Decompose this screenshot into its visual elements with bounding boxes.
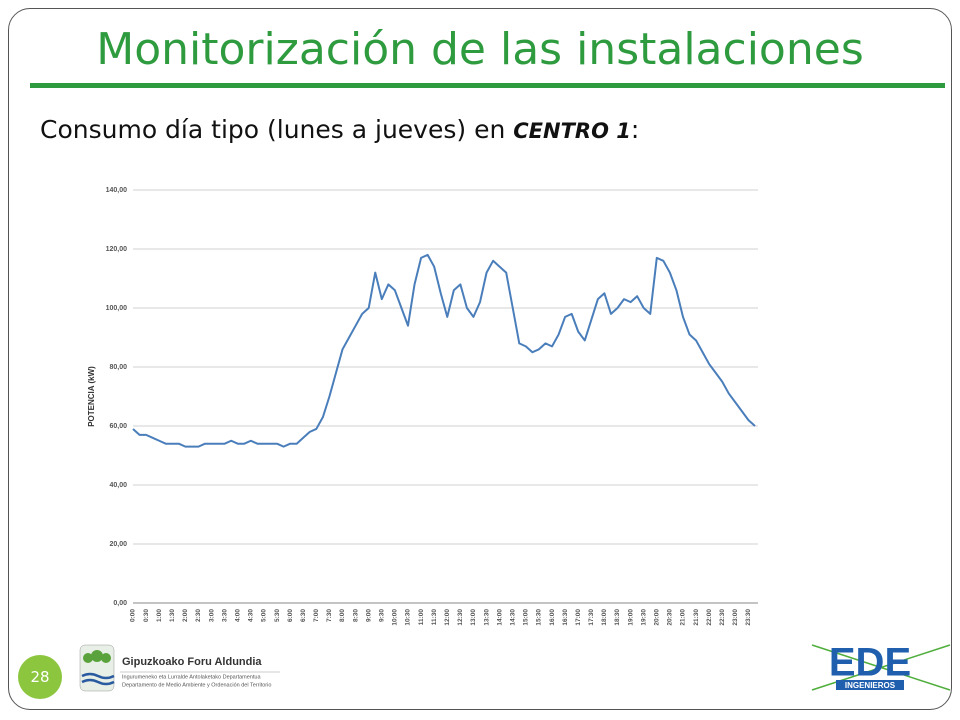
x-tick-label: 16:30 — [562, 609, 569, 626]
logo-waves — [81, 672, 115, 686]
y-tick-label: 60,00 — [109, 423, 127, 430]
x-tick-label: 13:30 — [483, 609, 490, 626]
logo-band — [836, 680, 904, 690]
x-tick-label: 23:00 — [732, 609, 739, 626]
logo-tree — [101, 653, 111, 663]
x-tick-label: 14:00 — [496, 609, 503, 626]
x-tick-label: 19:00 — [627, 609, 634, 626]
logo-line: Ingurumeneko eta Lurralde Antolaketako D… — [122, 674, 261, 680]
x-tick-label: 4:30 — [248, 609, 255, 622]
page-number: 28 — [18, 655, 62, 699]
y-axis-label: POTENCIA (kW) — [87, 366, 96, 427]
x-tick-label: 21:00 — [680, 609, 687, 626]
x-tick-label: 20:00 — [654, 609, 661, 626]
x-tick-label: 13:00 — [470, 609, 477, 626]
subtitle: Consumo día tipo (lunes a jueves) en CEN… — [40, 115, 639, 144]
x-tick-label: 17:00 — [575, 609, 582, 626]
x-tick-label: 19:30 — [640, 609, 647, 626]
x-tick-label: 5:30 — [274, 609, 281, 622]
logo-right: EDE INGENIEROS — [811, 641, 951, 691]
x-tick-label: 18:30 — [614, 609, 621, 626]
logo-name: EDE — [829, 641, 911, 685]
y-tick-label: 120,00 — [106, 246, 128, 253]
logo-tree — [83, 653, 93, 663]
x-tick-label: 21:30 — [693, 609, 700, 626]
x-tick-label: 15:00 — [523, 609, 530, 626]
logo-line: Departamento de Medio Ambiente y Ordenac… — [122, 682, 271, 688]
x-tick-label: 15:30 — [536, 609, 543, 626]
data-line — [132, 253, 756, 448]
y-tick-label: 100,00 — [106, 305, 128, 312]
x-tick-label: 12:00 — [444, 609, 451, 626]
x-tick-label: 17:30 — [588, 609, 595, 626]
x-tick-label: 10:30 — [405, 609, 412, 626]
x-tick-label: 3:30 — [221, 609, 228, 622]
x-tick-label: 14:30 — [509, 609, 516, 626]
x-tick-label: 9:30 — [379, 609, 386, 622]
logo-tree — [91, 650, 103, 662]
x-tick-label: 1:00 — [156, 609, 163, 622]
x-tick-label: 12:30 — [457, 609, 464, 626]
x-tick-label: 11:00 — [418, 609, 425, 626]
y-tick-label: 40,00 — [109, 482, 127, 489]
x-tick-label: 11:30 — [431, 609, 438, 626]
x-tick-label: 7:00 — [313, 609, 320, 622]
x-tick-label: 16:00 — [549, 609, 556, 626]
x-tick-label: 4:00 — [234, 609, 241, 622]
x-tick-label: 8:00 — [339, 609, 346, 622]
x-tick-label: 8:30 — [352, 609, 359, 622]
x-tick-label: 23:30 — [745, 609, 752, 626]
subtitle-suffix: : — [630, 115, 640, 144]
subtitle-text: Consumo día tipo (lunes a jueves) en — [40, 115, 514, 144]
x-tick-label: 18:00 — [601, 609, 608, 626]
x-tick-label: 1:30 — [169, 609, 176, 622]
logo-name: Gipuzkoako Foru Aldundia — [122, 656, 262, 668]
x-tick-label: 0:00 — [130, 609, 137, 622]
y-tick-label: 0,00 — [113, 600, 127, 607]
x-tick-label: 22:00 — [706, 609, 713, 626]
logo-sub: INGENIEROS — [845, 681, 896, 690]
x-tick-label: 20:30 — [667, 609, 674, 626]
x-tick-label: 5:00 — [261, 609, 268, 622]
x-tick-label: 0:30 — [143, 609, 150, 622]
y-tick-label: 20,00 — [109, 541, 127, 548]
x-tick-label: 6:00 — [287, 609, 294, 622]
x-tick-label: 3:00 — [208, 609, 215, 622]
x-tick-label: 10:00 — [392, 609, 399, 626]
title-rule — [30, 83, 945, 88]
x-tick-label: 7:30 — [326, 609, 333, 622]
x-tick-label: 2:00 — [182, 609, 189, 622]
x-tick-label: 22:30 — [719, 609, 726, 626]
x-tick-label: 9:00 — [365, 609, 372, 622]
x-tick-label: 6:30 — [300, 609, 307, 622]
x-tick-label: 2:30 — [195, 609, 202, 622]
y-tick-label: 80,00 — [109, 364, 127, 371]
slide-title: Monitorización de las instalaciones — [96, 24, 864, 75]
logo-cross — [811, 644, 951, 691]
subtitle-emphasis: CENTRO 1 — [513, 119, 631, 143]
slide-frame — [8, 8, 952, 710]
y-tick-label: 140,00 — [106, 187, 128, 194]
logo-left: Gipuzkoako Foru Aldundia Ingurumeneko et… — [79, 644, 280, 692]
